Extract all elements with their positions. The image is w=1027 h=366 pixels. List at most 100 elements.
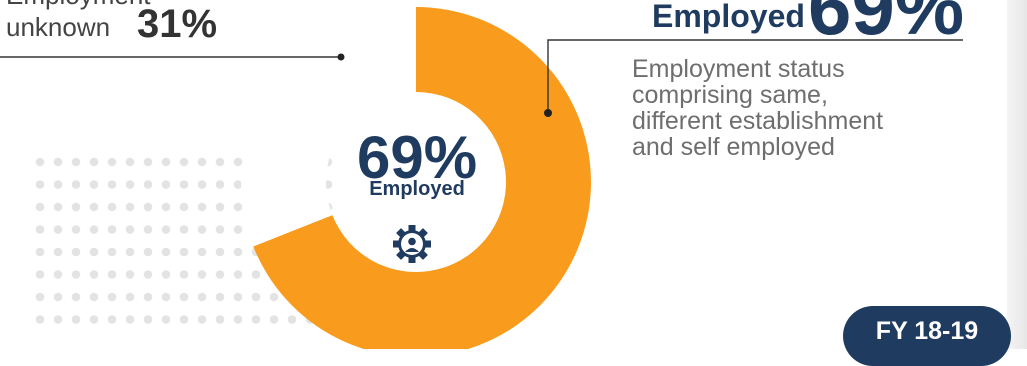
decor-dot <box>53 247 63 257</box>
decor-dot <box>179 292 189 302</box>
decor-dot <box>197 202 207 212</box>
decor-dot <box>197 292 207 302</box>
decor-dot <box>161 270 171 279</box>
decor-dot <box>161 315 171 324</box>
decor-dot <box>143 202 153 212</box>
decor-dot <box>143 292 153 302</box>
decor-dot <box>161 292 171 302</box>
decor-dot <box>107 180 117 189</box>
decor-dot <box>107 157 117 167</box>
decor-dot <box>215 225 225 234</box>
donut-slices <box>240 7 591 349</box>
decor-dot <box>197 270 207 279</box>
decor-dot <box>143 180 153 189</box>
left-label-percent: 31% <box>137 2 218 46</box>
decor-dot <box>71 270 81 279</box>
decor-dot <box>233 225 243 234</box>
left-label-line1: Employment <box>6 0 151 11</box>
decor-dot <box>143 247 153 257</box>
decor-dot <box>89 180 99 189</box>
decor-dot <box>215 157 225 167</box>
decor-dot <box>233 247 243 257</box>
decor-dot <box>179 247 189 257</box>
decor-dot <box>179 225 189 234</box>
decor-dot <box>107 202 117 212</box>
decor-dot <box>197 315 207 324</box>
decor-dot <box>233 315 243 324</box>
donut-slice-employed <box>253 7 591 349</box>
decor-dot <box>179 202 189 212</box>
decor-dot <box>251 315 261 324</box>
decor-dot <box>233 180 243 189</box>
decor-dot <box>287 315 297 324</box>
decor-dot <box>71 180 81 189</box>
decor-dot <box>53 180 63 189</box>
page-edge-strip <box>1007 0 1027 349</box>
decor-dot <box>53 202 63 212</box>
decor-dot <box>161 225 171 234</box>
decor-dot <box>125 202 135 212</box>
decor-dot <box>35 270 45 279</box>
decor-dot <box>71 202 81 212</box>
decor-dot <box>179 315 189 324</box>
decor-dot <box>143 157 153 167</box>
decor-dot <box>215 180 225 189</box>
decor-dot <box>71 157 81 167</box>
decor-dot <box>143 225 153 234</box>
decor-dot <box>197 157 207 167</box>
decor-dot <box>233 202 243 212</box>
decor-dot <box>143 270 153 279</box>
decor-dot <box>233 157 243 167</box>
decor-dot <box>35 202 45 212</box>
decor-dot <box>107 292 117 302</box>
decor-dot <box>233 292 243 302</box>
decor-dot <box>107 247 117 257</box>
decor-dot <box>233 270 243 279</box>
decor-dot <box>107 315 117 324</box>
decor-dot <box>251 292 261 302</box>
fiscal-year-badge: FY 18-19 <box>843 306 1011 366</box>
decor-dot <box>161 247 171 257</box>
decor-dot <box>161 180 171 189</box>
decor-dot <box>71 247 81 257</box>
decor-dot <box>179 270 189 279</box>
decor-dot <box>161 202 171 212</box>
decor-dot <box>179 180 189 189</box>
decor-dot <box>71 315 81 324</box>
decor-dot <box>143 315 153 324</box>
decor-dot <box>35 225 45 234</box>
decor-dot <box>251 270 261 279</box>
decor-dot <box>179 157 189 167</box>
decor-dot <box>125 247 135 257</box>
decor-dot <box>269 292 279 302</box>
decor-dot <box>53 225 63 234</box>
decor-dot <box>215 202 225 212</box>
decor-dot <box>197 180 207 189</box>
gear-tooth <box>408 225 416 233</box>
decor-dot <box>215 292 225 302</box>
donut-slice-employment-unknown <box>240 7 416 247</box>
left-label-line2: unknown <box>6 12 111 42</box>
decor-dot <box>125 292 135 302</box>
decor-dot <box>35 157 45 167</box>
center-label: Employed <box>369 178 465 200</box>
decor-dot <box>35 292 45 302</box>
decor-dot <box>107 270 117 279</box>
decor-dot <box>89 202 99 212</box>
decor-dot <box>35 315 45 324</box>
decor-dot <box>53 270 63 279</box>
decor-dot <box>125 270 135 279</box>
decor-dot <box>71 225 81 234</box>
decor-dot <box>215 270 225 279</box>
left-leader-dot <box>337 53 345 61</box>
decor-dot <box>161 157 171 167</box>
right-label-description: Employment status comprising same, diffe… <box>632 55 884 161</box>
decor-dot <box>107 225 117 234</box>
decor-dot <box>215 247 225 257</box>
decor-dot <box>125 225 135 234</box>
decor-dot <box>89 225 99 234</box>
donut-chart <box>0 7 963 349</box>
center-percent: 69% <box>356 124 478 191</box>
right-label-percent: 69% <box>808 0 965 51</box>
